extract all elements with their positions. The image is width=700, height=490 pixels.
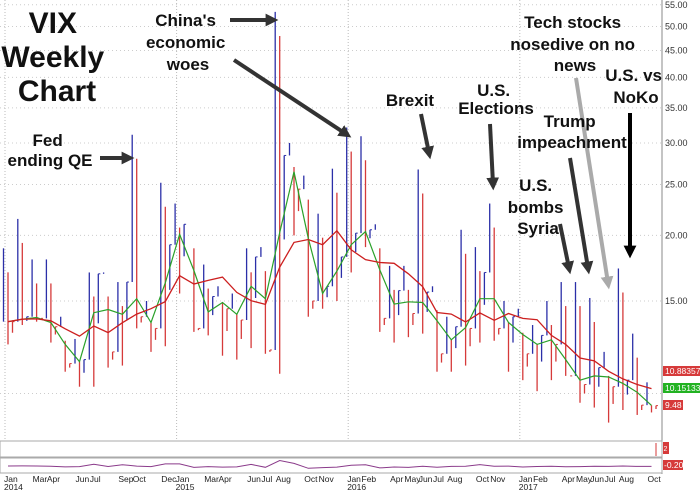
y-tick-label: 15.00 — [665, 296, 688, 306]
indicator-panel-1 — [0, 440, 663, 458]
indicator-panel-2 — [0, 457, 663, 474]
badge-close: 9.48 — [663, 400, 683, 410]
x-tick-label: Jun — [76, 474, 90, 484]
x-tick-label: Jul — [605, 474, 616, 484]
annotation-brexit: Brexit — [386, 91, 435, 110]
annotation-tech: Tech stocks nosedive on no news — [510, 13, 639, 75]
annotation-elections: U.S. Elections — [458, 81, 534, 118]
x-tick-label: Sep — [118, 474, 133, 484]
y-tick-label: 30.00 — [665, 138, 688, 148]
grid — [0, 0, 662, 474]
x-tick-label: Dec — [161, 474, 177, 484]
svg-text:10.151334: 10.151334 — [665, 383, 700, 393]
x-tick-label: Aug — [447, 474, 462, 484]
x-tick-label: Mar — [33, 474, 48, 484]
svg-text:9.48: 9.48 — [665, 400, 682, 410]
y-tick-label: 35.00 — [665, 103, 688, 113]
x-tick-label: May — [576, 474, 593, 484]
x-tick-label: Apr — [390, 474, 403, 484]
x-tick-label: Oct — [133, 474, 147, 484]
x-tick-label: Aug — [619, 474, 634, 484]
arrow-brexit — [419, 113, 434, 160]
x-tick-label: Jan — [347, 474, 361, 484]
arrow-elections — [486, 123, 500, 191]
arrow-trump — [568, 157, 594, 275]
x-tick-label: Aug — [276, 474, 291, 484]
badge-fast-ma: 10.151334 — [663, 383, 700, 393]
x-tick-label: Feb — [533, 474, 548, 484]
annotation-syria: U.S. bombs Syria — [508, 176, 568, 238]
annotation-trump: Trump impeachment — [517, 112, 627, 152]
x-tick-label: Oct — [476, 474, 490, 484]
x-year-label: 2017 — [519, 482, 538, 490]
x-tick-label: Oct — [648, 474, 662, 484]
x-tick-label: Jan — [4, 474, 18, 484]
arrow-china-2 — [232, 58, 352, 138]
x-tick-label: Jul — [261, 474, 272, 484]
y-tick-label: 25.00 — [665, 180, 688, 190]
fast-moving-average — [7, 171, 652, 406]
x-tick-label: Jul — [90, 474, 101, 484]
arrow-tech — [574, 77, 614, 290]
x-tick-label: Jun — [419, 474, 433, 484]
badge-indicator-small: 2 — [663, 442, 669, 454]
x-tick-label: Jan — [519, 474, 533, 484]
x-year-label: 2014 — [4, 482, 23, 490]
x-tick-label: May — [404, 474, 421, 484]
svg-text:10.883572: 10.883572 — [665, 366, 700, 376]
y-tick-label: 55.00 — [665, 0, 688, 10]
badge-indicator: -0.20 — [663, 460, 684, 470]
y-tick-label: 50.00 — [665, 21, 688, 31]
x-tick-label: Jan — [176, 474, 190, 484]
annotation-china: China's economic woes — [146, 11, 230, 74]
arrow-syria — [558, 223, 574, 275]
moving-averages — [7, 171, 652, 406]
oscillator-line — [7, 459, 652, 469]
y-axis-ticks: 55.00 50.00 45.00 40.00 35.00 30.00 25.00 20.00… — [665, 0, 688, 306]
svg-text:-0.20: -0.20 — [664, 460, 684, 470]
x-tick-label: Feb — [362, 474, 377, 484]
x-year-label: 2015 — [176, 482, 195, 490]
x-tick-label: Mar — [204, 474, 219, 484]
x-tick-label: Jun — [590, 474, 604, 484]
x-tick-label: Apr — [219, 474, 232, 484]
x-tick-label: Jun — [247, 474, 261, 484]
x-tick-label: Apr — [562, 474, 575, 484]
annotation-fed: Fed ending QE — [8, 131, 93, 170]
y-tick-label: 20.00 — [665, 230, 688, 240]
y-tick-label: 40.00 — [665, 72, 688, 82]
svg-text:2: 2 — [664, 446, 668, 453]
x-tick-label: Jul — [433, 474, 444, 484]
badge-slow-ma: 10.883572 — [663, 366, 700, 376]
annotation-noko: U.S. vs NoKo — [605, 66, 666, 107]
slow-moving-average — [7, 229, 652, 390]
x-tick-label: Oct — [304, 474, 318, 484]
x-tick-label: Apr — [47, 474, 60, 484]
x-tick-label: Nov — [319, 474, 335, 484]
y-tick-label: 45.00 — [665, 46, 688, 56]
x-year-label: 2016 — [347, 482, 366, 490]
x-tick-label: Nov — [490, 474, 506, 484]
chart-title: VIX Weekly Chart — [1, 7, 112, 108]
